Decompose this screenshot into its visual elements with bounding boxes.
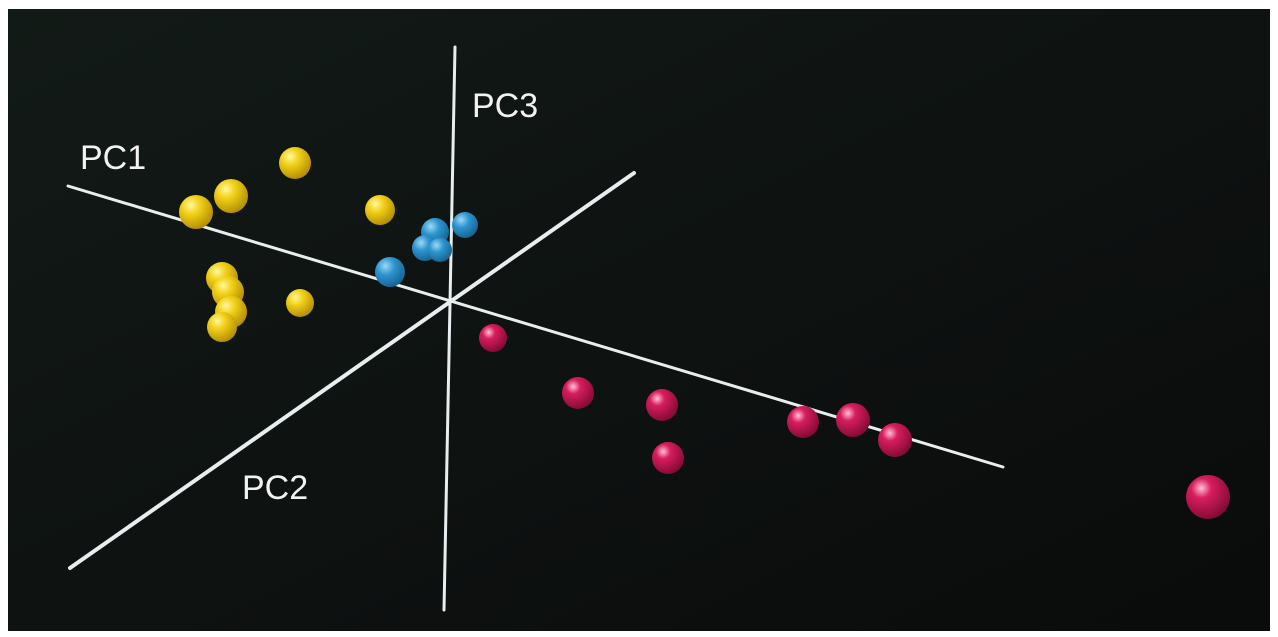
sphere: [878, 423, 912, 457]
background: [8, 9, 1270, 631]
axis-label: PC1: [80, 139, 146, 177]
pca-figure: PC1 PC3 PC2: [0, 0, 1278, 637]
axis-label: PC2: [242, 469, 308, 507]
sphere: [179, 195, 213, 229]
sphere: [652, 442, 684, 474]
sphere: [375, 257, 405, 287]
axis-label: PC3: [472, 87, 538, 125]
sphere: [279, 147, 311, 179]
sphere: [479, 324, 507, 352]
sphere: [646, 389, 678, 421]
sphere: [286, 289, 314, 317]
sphere: [836, 403, 870, 437]
sphere: [214, 179, 248, 213]
sphere: [207, 312, 237, 342]
sphere: [452, 212, 478, 238]
sphere: [1186, 475, 1230, 519]
sphere: [562, 377, 594, 409]
sphere: [787, 406, 819, 438]
sphere: [428, 238, 452, 262]
sphere: [365, 195, 395, 225]
